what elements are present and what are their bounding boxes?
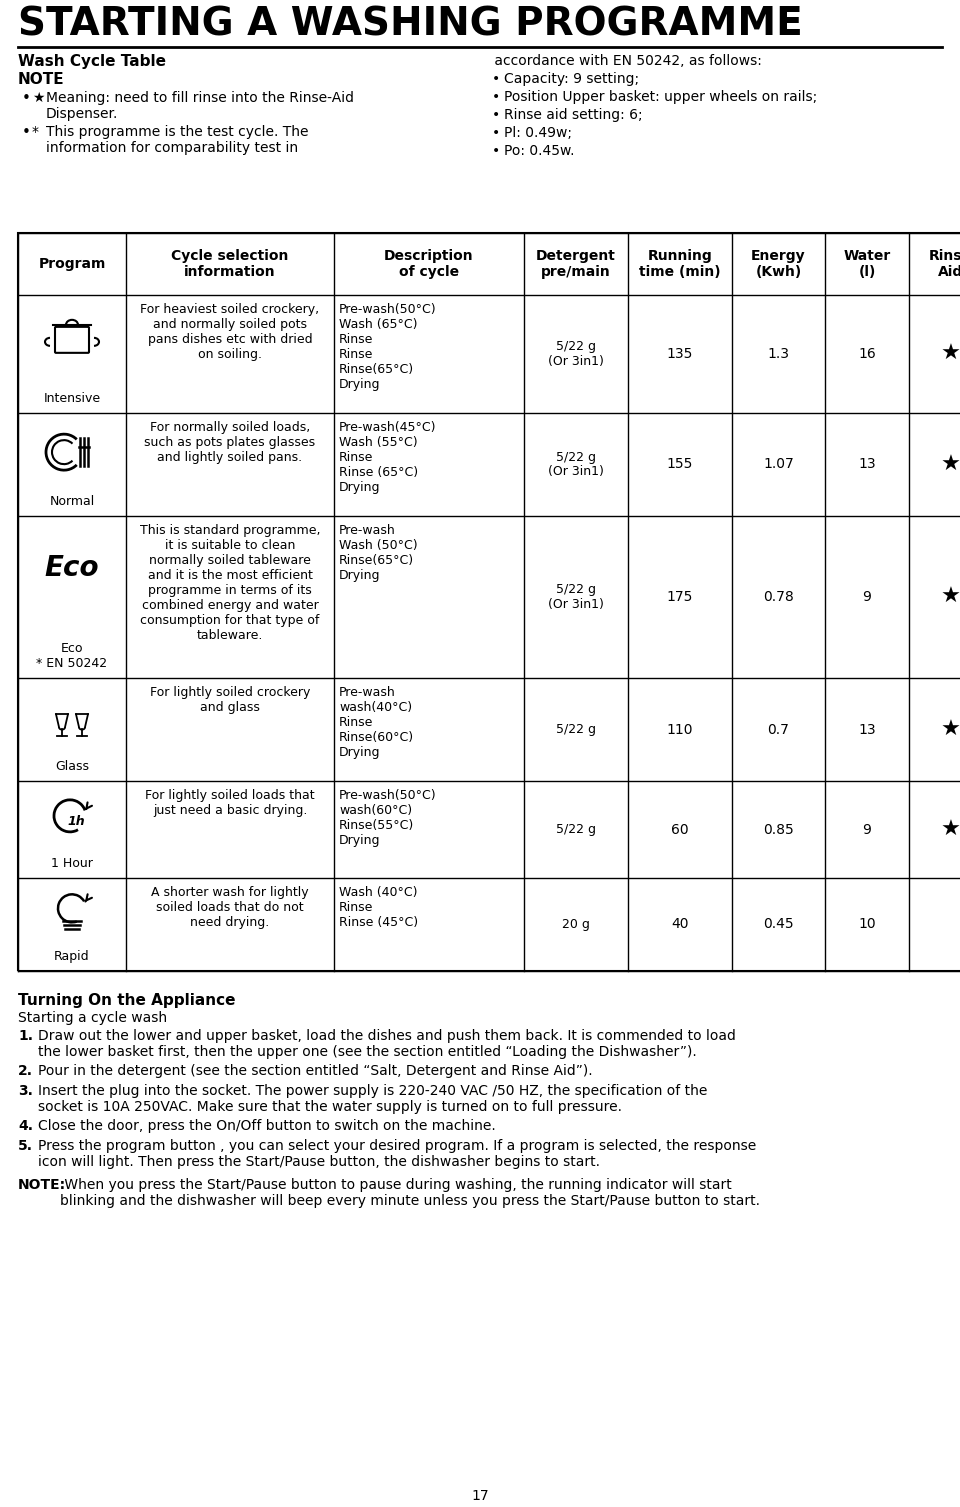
Text: Close the door, press the On/Off button to switch on the machine.: Close the door, press the On/Off button … [38,1120,495,1133]
Text: Energy
(Kwh): Energy (Kwh) [751,249,805,279]
Text: For lightly soiled crockery
and glass: For lightly soiled crockery and glass [150,686,310,714]
Text: accordance with EN 50242, as follows:: accordance with EN 50242, as follows: [490,54,762,68]
Text: When you press the Start/Pause button to pause during washing, the running indic: When you press the Start/Pause button to… [60,1178,760,1209]
Text: ★: ★ [941,455,960,475]
Text: Pre-wash(50°C)
Wash (65°C)
Rinse
Rinse
Rinse(65°C)
Drying: Pre-wash(50°C) Wash (65°C) Rinse Rinse R… [339,303,437,390]
Text: •: • [492,145,500,158]
Text: Normal: Normal [49,494,95,508]
Text: NOTE: NOTE [18,72,64,87]
Text: Draw out the lower and upper basket, load the dishes and push them back. It is c: Draw out the lower and upper basket, loa… [38,1029,736,1059]
Text: Description
of cycle: Description of cycle [384,249,474,279]
Text: 0.7: 0.7 [768,722,789,737]
Text: Pl: 0.49w;: Pl: 0.49w; [504,127,572,140]
Text: 17: 17 [471,1489,489,1502]
Text: Pre-wash
wash(40°C)
Rinse
Rinse(60°C)
Drying: Pre-wash wash(40°C) Rinse Rinse(60°C) Dr… [339,686,414,760]
Text: 0.78: 0.78 [763,591,794,604]
Text: 135: 135 [667,347,693,362]
Text: Detergent
pre/main: Detergent pre/main [536,249,616,279]
Text: 175: 175 [667,591,693,604]
Bar [18,234,960,971]
Text: •: • [22,90,31,105]
Text: 16: 16 [858,347,876,362]
Text: 1.07: 1.07 [763,458,794,472]
Text: ★: ★ [941,820,960,839]
Text: 5/22 g: 5/22 g [556,823,596,836]
Text: Program: Program [38,258,106,271]
Text: STARTING A WASHING PROGRAMME: STARTING A WASHING PROGRAMME [18,5,803,44]
Text: Turning On the Appliance: Turning On the Appliance [18,993,235,1008]
Text: Capacity: 9 setting;: Capacity: 9 setting; [504,72,639,86]
Text: 5/22 g
(Or 3in1): 5/22 g (Or 3in1) [548,451,604,479]
Text: Eco
* EN 50242: Eco * EN 50242 [36,642,108,671]
Text: Pour in the detergent (see the section entitled “Salt, Detergent and Rinse Aid”): Pour in the detergent (see the section e… [38,1064,592,1078]
Text: Running
time (min): Running time (min) [639,249,721,279]
Text: For lightly soiled loads that
just need a basic drying.: For lightly soiled loads that just need … [145,790,315,817]
Text: 5/22 g
(Or 3in1): 5/22 g (Or 3in1) [548,341,604,368]
Text: This programme is the test cycle. The: This programme is the test cycle. The [46,125,308,139]
Text: 1.3: 1.3 [767,347,789,362]
Text: Intensive: Intensive [43,392,101,405]
Text: Po: 0.45w.: Po: 0.45w. [504,145,574,158]
Text: 13: 13 [858,458,876,472]
Text: A shorter wash for lightly
soiled loads that do not
need drying.: A shorter wash for lightly soiled loads … [151,886,309,928]
Text: 5.: 5. [18,1139,33,1153]
Text: ★: ★ [941,588,960,607]
Text: 13: 13 [858,722,876,737]
Text: This is standard programme,
it is suitable to clean
normally soiled tableware
an: This is standard programme, it is suitab… [140,524,321,642]
Text: 5/22 g: 5/22 g [556,723,596,735]
Text: NOTE:: NOTE: [18,1178,66,1192]
Text: •: • [22,125,31,140]
Text: 2.: 2. [18,1064,33,1078]
Text: Cycle selection
information: Cycle selection information [171,249,289,279]
Text: •: • [492,109,500,122]
Text: 3.: 3. [18,1084,33,1099]
Text: Rapid: Rapid [54,949,90,963]
Text: •: • [492,72,500,86]
Text: ★: ★ [32,90,44,105]
Text: 10: 10 [858,918,876,931]
Text: Water
(l): Water (l) [844,249,891,279]
Text: Starting a cycle wash: Starting a cycle wash [18,1011,167,1025]
Text: Position Upper basket: upper wheels on rails;: Position Upper basket: upper wheels on r… [504,90,817,104]
Text: For heaviest soiled crockery,
and normally soiled pots
pans dishes etc with drie: For heaviest soiled crockery, and normal… [140,303,320,362]
Text: *: * [32,125,39,139]
Text: Dispenser.: Dispenser. [46,107,118,121]
Text: •: • [492,127,500,140]
Text: Pre-wash(50°C)
wash(60°C)
Rinse(55°C)
Drying: Pre-wash(50°C) wash(60°C) Rinse(55°C) Dr… [339,790,437,847]
Text: information for comparability test in: information for comparability test in [46,142,299,155]
Text: 40: 40 [671,918,688,931]
Text: Eco: Eco [45,553,99,582]
Text: •: • [492,90,500,104]
Text: 155: 155 [667,458,693,472]
Text: Wash Cycle Table: Wash Cycle Table [18,54,166,69]
Text: 20 g: 20 g [562,918,590,931]
Text: 9: 9 [863,591,872,604]
Text: ★: ★ [941,719,960,740]
Text: Meaning: need to fill rinse into the Rinse-Aid: Meaning: need to fill rinse into the Rin… [46,90,354,105]
Text: 60: 60 [671,823,689,836]
Text: 5/22 g
(Or 3in1): 5/22 g (Or 3in1) [548,583,604,610]
Text: Glass: Glass [55,760,89,773]
Text: 9: 9 [863,823,872,836]
Text: Press the program button , you can select your desired program. If a program is : Press the program button , you can selec… [38,1139,756,1169]
Text: 1h: 1h [67,815,84,829]
Text: Wash (40°C)
Rinse
Rinse (45°C): Wash (40°C) Rinse Rinse (45°C) [339,886,419,928]
Text: Pre-wash
Wash (50°C)
Rinse(65°C)
Drying: Pre-wash Wash (50°C) Rinse(65°C) Drying [339,524,418,582]
Text: Rinse
Aid: Rinse Aid [929,249,960,279]
Text: 0.45: 0.45 [763,918,794,931]
Text: 1 Hour: 1 Hour [51,857,93,870]
Text: 4.: 4. [18,1120,33,1133]
Text: Insert the plug into the socket. The power supply is 220-240 VAC /50 HZ, the spe: Insert the plug into the socket. The pow… [38,1084,708,1114]
Text: For normally soiled loads,
such as pots plates glasses
and lightly soiled pans.: For normally soiled loads, such as pots … [144,420,316,464]
Text: Rinse aid setting: 6;: Rinse aid setting: 6; [504,109,642,122]
Text: 0.85: 0.85 [763,823,794,836]
Text: ★: ★ [941,344,960,365]
Text: Pre-wash(45°C)
Wash (55°C)
Rinse
Rinse (65°C)
Drying: Pre-wash(45°C) Wash (55°C) Rinse Rinse (… [339,420,437,494]
Text: 1.: 1. [18,1029,33,1043]
Text: 110: 110 [667,722,693,737]
